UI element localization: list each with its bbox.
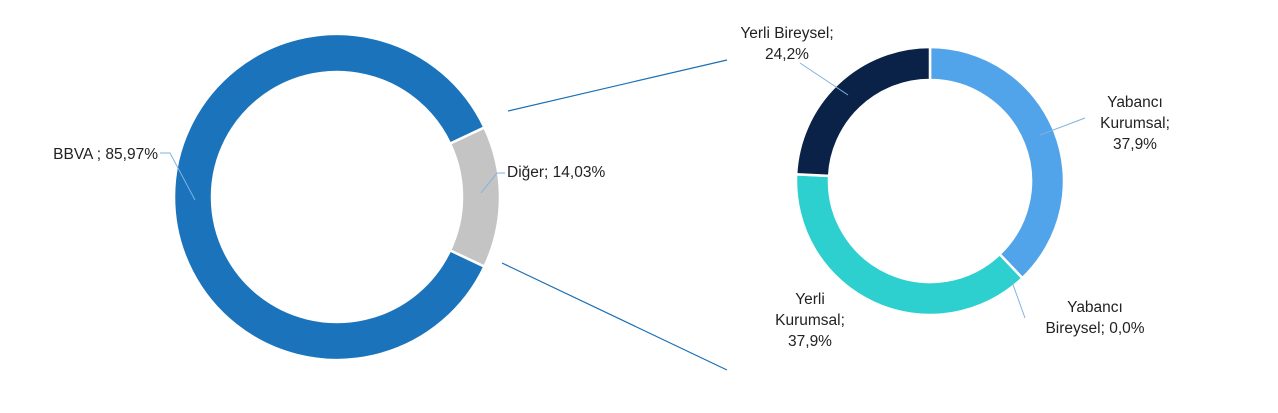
donut-slice bbox=[794, 172, 1025, 317]
leader-line bbox=[480, 172, 505, 194]
data-label: Kurumsal; bbox=[1100, 115, 1170, 132]
donut-slice bbox=[448, 125, 502, 269]
data-label: 37,9% bbox=[1113, 136, 1157, 153]
data-label: Diğer; 14,03% bbox=[507, 164, 605, 181]
data-label: 37,9% bbox=[788, 333, 832, 350]
donut-slice bbox=[928, 45, 1066, 280]
donut-slice bbox=[172, 32, 487, 362]
leader-line bbox=[160, 152, 196, 201]
data-label: Bireysel; 0,0% bbox=[1045, 320, 1144, 337]
data-label: Yerli bbox=[795, 291, 825, 308]
data-label: Yerli Bireysel; bbox=[740, 25, 833, 42]
leader-line bbox=[1039, 117, 1086, 136]
donut-slice bbox=[794, 45, 932, 178]
data-label: Yabancı bbox=[1067, 299, 1123, 316]
connector-line bbox=[501, 262, 728, 371]
leader-line bbox=[799, 62, 849, 96]
data-label: Kurumsal; bbox=[775, 312, 845, 329]
data-label: 24,2% bbox=[765, 46, 809, 63]
leader-line bbox=[1010, 278, 1026, 319]
data-label: Yabancı bbox=[1107, 94, 1163, 111]
data-label: BBVA ; 85,97% bbox=[53, 146, 158, 163]
connector-line bbox=[507, 59, 728, 112]
